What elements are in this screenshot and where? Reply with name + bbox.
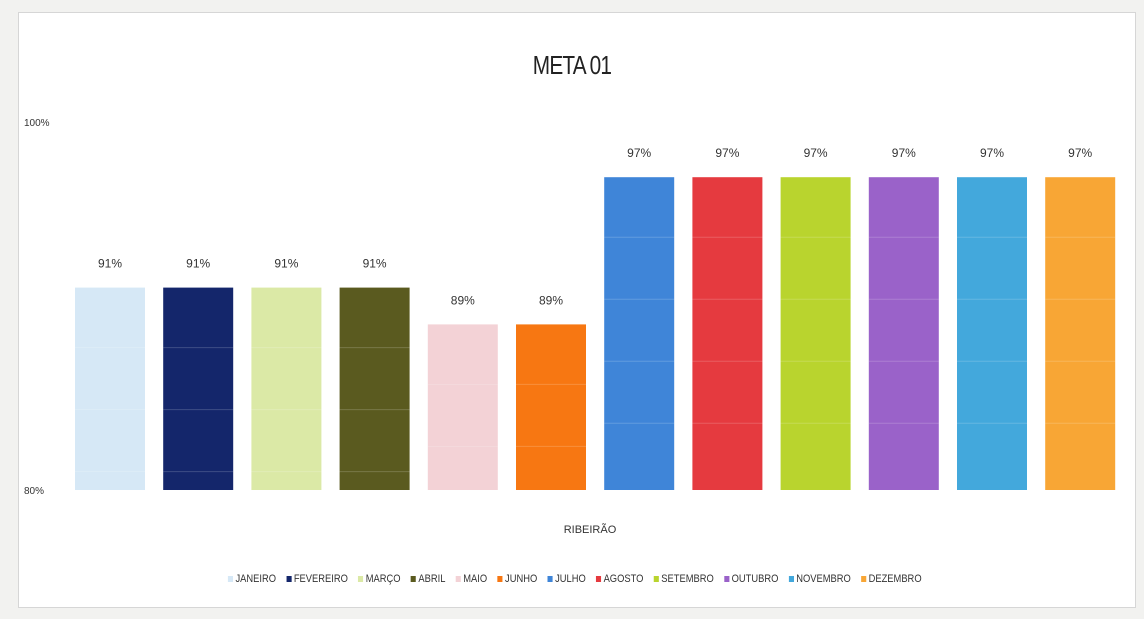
legend-swatch — [358, 576, 364, 582]
legend-swatch — [547, 576, 553, 582]
legend-swatch — [595, 576, 602, 582]
legend-item: AGOSTO — [595, 573, 644, 585]
legend-item: ABRIL — [410, 573, 446, 585]
bar-março — [251, 287, 322, 490]
legend-item: FEVEREIRO — [286, 573, 348, 585]
legend-swatch — [860, 576, 867, 582]
legend-label: NOVEMBRO — [796, 573, 851, 585]
bar-junho — [516, 324, 586, 490]
legend-item: MARÇO — [358, 573, 401, 585]
legend-item: JUNHO — [497, 573, 537, 585]
legend-swatch — [788, 576, 794, 582]
chart-legend: JANEIRO FEVEREIRO MARÇO ABRIL MAIO JUNHO JULHO… — [89, 573, 1061, 585]
data-label: 97% — [804, 146, 828, 160]
bar-julho — [604, 177, 675, 490]
data-label: 89% — [539, 293, 563, 307]
legend-item: DEZEMBRO — [860, 573, 922, 585]
legend-swatch — [455, 576, 461, 582]
legend-label: FEVEREIRO — [293, 573, 348, 585]
legend-swatch — [497, 576, 503, 582]
legend-label: OUTUBRO — [731, 573, 779, 585]
bar-fevereiro — [163, 287, 234, 490]
legend-item: SETEMBRO — [653, 573, 714, 585]
legend-label: JANEIRO — [235, 573, 276, 585]
data-label: 89% — [451, 293, 475, 307]
bar-janeiro — [75, 287, 145, 490]
data-label: 91% — [274, 257, 298, 271]
data-label: 97% — [980, 146, 1004, 160]
legend-swatch — [410, 576, 416, 582]
bar-abril — [339, 287, 410, 490]
legend-label: JULHO — [555, 573, 586, 585]
bar-maio — [427, 324, 498, 490]
y-tick-label: 80% — [24, 486, 44, 497]
legend-item: NOVEMBRO — [788, 573, 851, 585]
legend-label: DEZEMBRO — [868, 573, 922, 585]
data-label: 91% — [98, 257, 122, 271]
bar-agosto — [692, 177, 763, 490]
legend-label: JUNHO — [505, 573, 538, 585]
bar-outubro — [868, 177, 939, 490]
legend-label: AGOSTO — [603, 573, 644, 585]
legend-item: JANEIRO — [227, 573, 276, 585]
legend-swatch — [286, 576, 292, 582]
data-label: 97% — [715, 146, 739, 160]
legend-label: MAIO — [463, 573, 488, 585]
legend-label: SETEMBRO — [661, 573, 714, 585]
legend-item: JULHO — [547, 573, 586, 585]
category-label: RIBEIRÃO — [564, 523, 617, 536]
data-label: 91% — [186, 257, 210, 271]
legend-swatch — [227, 576, 233, 582]
legend-item: MAIO — [455, 573, 488, 585]
data-label: 97% — [627, 146, 651, 160]
legend-swatch — [653, 576, 659, 582]
legend-label: MARÇO — [365, 573, 401, 585]
data-label: 97% — [892, 146, 916, 160]
legend-swatch — [723, 576, 730, 582]
bar-setembro — [780, 177, 851, 490]
bar-novembro — [957, 177, 1027, 490]
bar-dezembro — [1045, 177, 1116, 490]
legend-label: ABRIL — [418, 573, 446, 585]
data-label: 91% — [363, 257, 387, 271]
chart-title: META 01 — [532, 50, 612, 80]
y-tick-label: 100% — [24, 118, 50, 129]
data-label: 97% — [1068, 146, 1092, 160]
legend-item: OUTUBRO — [723, 573, 779, 585]
